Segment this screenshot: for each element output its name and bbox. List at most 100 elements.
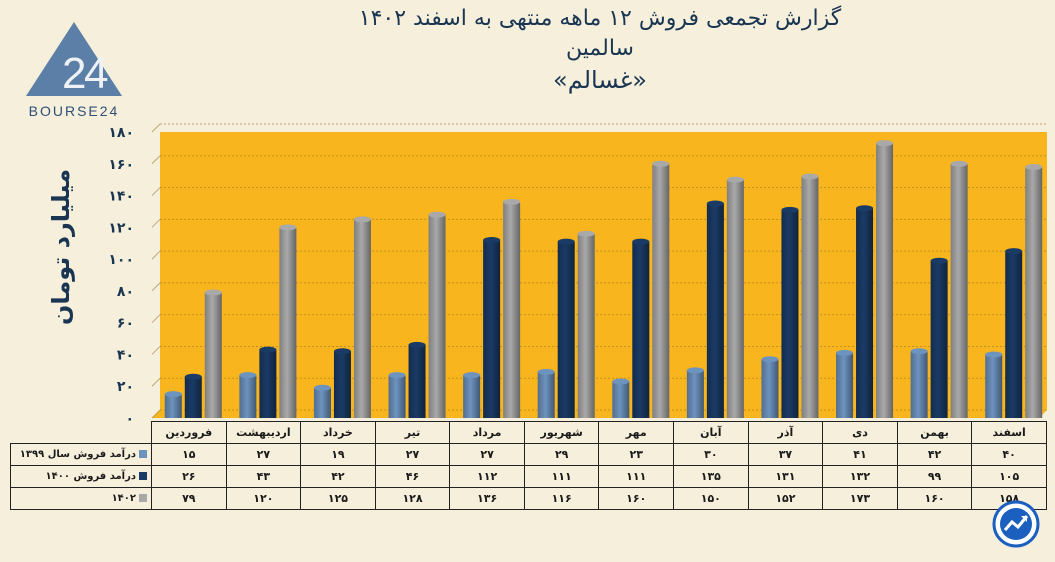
bar	[836, 352, 854, 418]
bar-cap	[1025, 163, 1043, 170]
plot-wall	[160, 132, 1047, 410]
bar	[313, 387, 331, 418]
data-label: ۱۳۶	[449, 487, 525, 510]
y-tick-label: ۴۰	[117, 347, 134, 363]
data-label: ۱۵۲	[747, 487, 824, 510]
data-label: ۱۲۸	[374, 487, 451, 510]
bar	[876, 143, 894, 418]
chart-title: گزارش تجمعی فروش ۱۲ ماهه منتهی به اسفند …	[358, 6, 842, 31]
legend-swatch	[139, 472, 147, 480]
bar-cap	[333, 348, 351, 355]
data-label: ۲۶	[151, 465, 227, 488]
bar-cap	[706, 200, 724, 207]
bar-cap	[204, 289, 222, 296]
bar	[388, 375, 406, 418]
data-label: ۱۵۰	[673, 487, 749, 510]
bar	[612, 381, 630, 418]
gridline-depth	[151, 409, 161, 419]
data-label: ۱۰۵	[971, 465, 1047, 488]
bar	[706, 203, 724, 418]
bar-cap	[577, 230, 595, 237]
data-label: ۱۲۰	[225, 487, 302, 510]
gridline-depth	[151, 250, 161, 260]
data-label: ۲۷	[374, 443, 451, 466]
data-label: ۴۲	[300, 465, 376, 488]
data-label: ۱۶۰	[598, 487, 675, 510]
data-label: ۱۱۶	[523, 487, 600, 510]
y-axis-label: میلیارد تومان	[47, 168, 75, 326]
x-tick-label: مهر	[598, 421, 675, 444]
bar	[726, 179, 744, 418]
bar-cap	[353, 216, 371, 223]
table-row: درآمد فروش ۱۴۰۰ ۲۶ ۴۳ ۴۲ ۴۶ ۱۱۲ ۱۱۱ ۱۱۱ ۱۳۵ ۱۳۱ ۱۳…	[10, 465, 1047, 488]
x-tick-label: اسفند	[971, 421, 1047, 444]
bar-cap	[801, 173, 819, 180]
bar-cap	[876, 140, 894, 147]
bar-cap	[557, 238, 575, 245]
table-row: ۱۴۰۲ ۷۹ ۱۲۰ ۱۲۵ ۱۲۸ ۱۳۶ ۱۱۶ ۱۶۰ ۱۵۰ ۱۵۲ ۱۷۳ ۱۶۰ ۱۵۸	[10, 487, 1047, 510]
legend-label: درآمد فروش سال ۱۳۹۹	[19, 449, 136, 460]
gridline-depth	[151, 346, 161, 355]
data-label: ۴۳	[225, 465, 302, 488]
x-tick-label: فروردین	[151, 421, 227, 444]
bar-cap	[910, 348, 928, 355]
bar-cap	[781, 206, 799, 213]
y-tick-label: ۱۴۰	[108, 189, 134, 205]
bar	[761, 359, 779, 418]
data-label: ۱۱۲	[449, 465, 525, 488]
bar-cap	[856, 205, 874, 212]
y-tick-label: ۱۲۰	[108, 220, 134, 236]
x-tick-label: خرداد	[300, 421, 376, 444]
y-tick-label: ۱۸۰	[108, 125, 134, 141]
gridline-depth	[151, 187, 161, 196]
data-label: ۱۳۱	[747, 465, 824, 488]
x-tick-label: آبان	[673, 421, 749, 444]
bar	[985, 354, 1003, 418]
bar-cap	[483, 237, 501, 244]
table-corner	[11, 422, 152, 444]
bar-cap	[726, 176, 744, 183]
data-label: ۱۷۳	[822, 487, 898, 510]
data-label: ۲۷	[449, 443, 525, 466]
legend-swatch	[139, 450, 147, 458]
data-label: ۱۱۱	[523, 465, 600, 488]
bar-cap	[612, 378, 630, 385]
bar	[557, 241, 575, 418]
legend-swatch	[139, 494, 147, 502]
bar-cap	[184, 373, 202, 380]
bar	[577, 233, 595, 418]
bar-cap	[259, 346, 277, 353]
bar-cap	[761, 356, 779, 363]
gridline-depth	[151, 218, 161, 228]
data-label: ۴۰	[971, 443, 1047, 466]
data-label: ۳۰	[673, 443, 749, 466]
bar	[408, 344, 426, 418]
bar	[204, 292, 222, 418]
svg-text:4: 4	[84, 49, 108, 98]
x-tick-label: مرداد	[449, 421, 525, 444]
x-tick-label: شهریور	[523, 421, 600, 444]
data-label: ۲۳	[598, 443, 675, 466]
bar	[184, 376, 202, 418]
data-label: ۳۷	[747, 443, 824, 466]
bar	[259, 349, 277, 418]
bar	[463, 375, 481, 418]
data-label: ۱۶۰	[896, 487, 973, 510]
legend-label: ۱۴۰۲	[111, 493, 136, 504]
data-label: ۱۲۵	[300, 487, 376, 510]
y-tick-label: ۸۰	[117, 284, 134, 300]
x-tick-label: آذر	[747, 421, 824, 444]
bar-cap	[388, 372, 406, 379]
bar	[483, 240, 501, 418]
bar	[801, 176, 819, 418]
bar-cap	[239, 372, 257, 379]
bar	[353, 219, 371, 418]
logo-text: BOURSE24	[29, 103, 120, 119]
bar-cap	[463, 372, 481, 379]
bar-cap	[503, 198, 521, 205]
bar	[1005, 251, 1023, 418]
bar	[333, 351, 351, 418]
bar	[652, 163, 670, 418]
trend-badge-icon	[992, 500, 1040, 548]
